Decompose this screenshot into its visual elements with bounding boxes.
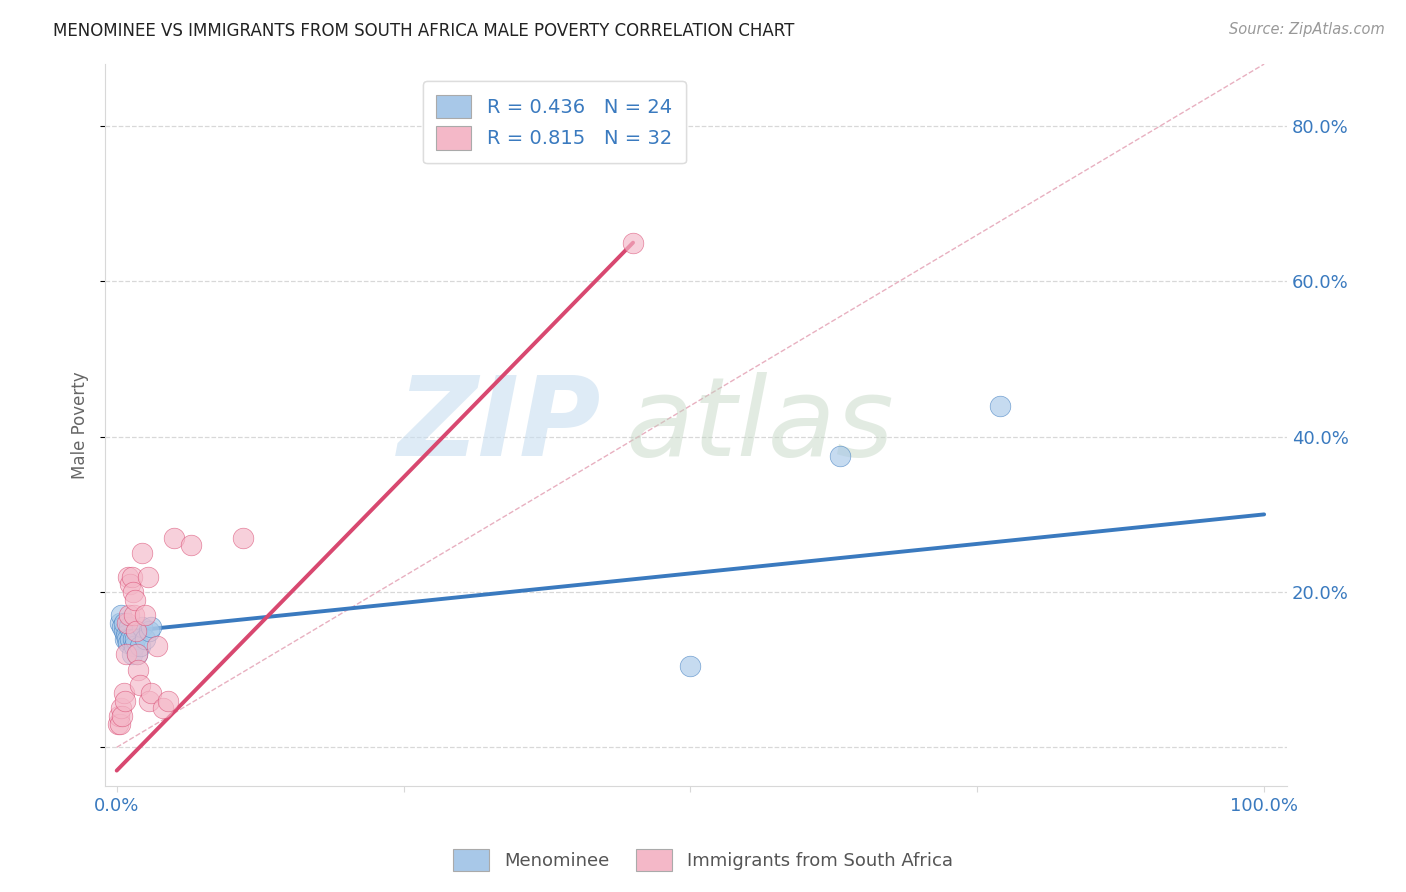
Legend: Menominee, Immigrants from South Africa: Menominee, Immigrants from South Africa: [446, 842, 960, 879]
Point: [110, 608, 132, 623]
Point: [121, 632, 143, 646]
Point: [136, 569, 159, 583]
Text: MENOMINEE VS IMMIGRANTS FROM SOUTH AFRICA MALE POVERTY CORRELATION CHART: MENOMINEE VS IMMIGRANTS FROM SOUTH AFRIC…: [53, 22, 794, 40]
Point: [122, 640, 145, 654]
Point: [114, 632, 136, 646]
Point: [146, 640, 169, 654]
Point: [122, 608, 145, 623]
Point: [115, 628, 138, 642]
Point: [118, 620, 141, 634]
Point: [121, 569, 143, 583]
Point: [111, 620, 134, 634]
Point: [139, 620, 162, 634]
Point: [108, 717, 131, 731]
Point: [124, 632, 146, 646]
Point: [114, 694, 136, 708]
Point: [124, 592, 146, 607]
Point: [127, 663, 149, 677]
Point: [139, 686, 162, 700]
Point: [117, 635, 139, 649]
Point: [128, 640, 150, 654]
Point: [120, 577, 142, 591]
Point: [121, 647, 143, 661]
Point: [131, 546, 153, 560]
Point: [107, 717, 129, 731]
Text: ZIP: ZIP: [398, 372, 602, 479]
Point: [232, 531, 254, 545]
Point: [108, 616, 131, 631]
Point: [118, 608, 141, 623]
Legend: R = 0.436   N = 24, R = 0.815   N = 32: R = 0.436 N = 24, R = 0.815 N = 32: [423, 81, 686, 163]
Point: [112, 624, 135, 638]
Point: [134, 632, 156, 646]
Point: [121, 585, 143, 599]
Point: [621, 235, 644, 250]
Point: [163, 531, 186, 545]
Point: [110, 701, 132, 715]
Point: [115, 616, 138, 631]
Point: [131, 620, 153, 634]
Point: [115, 632, 138, 646]
Text: Source: ZipAtlas.com: Source: ZipAtlas.com: [1229, 22, 1385, 37]
Point: [112, 616, 135, 631]
Point: [115, 647, 138, 661]
Point: [127, 647, 149, 661]
Point: [128, 678, 150, 692]
Point: [127, 647, 149, 661]
Point: [134, 608, 156, 623]
Point: [125, 624, 148, 638]
Point: [679, 658, 702, 673]
Point: [111, 709, 134, 723]
Point: [112, 686, 135, 700]
Text: atlas: atlas: [626, 372, 894, 479]
Point: [108, 709, 131, 723]
Point: [138, 694, 160, 708]
Point: [138, 624, 160, 638]
Point: [152, 701, 174, 715]
Point: [828, 449, 851, 463]
Point: [180, 538, 202, 552]
Point: [988, 399, 1011, 413]
Point: [157, 694, 180, 708]
Y-axis label: Male Poverty: Male Poverty: [72, 371, 89, 479]
Point: [120, 632, 142, 646]
Point: [117, 569, 139, 583]
